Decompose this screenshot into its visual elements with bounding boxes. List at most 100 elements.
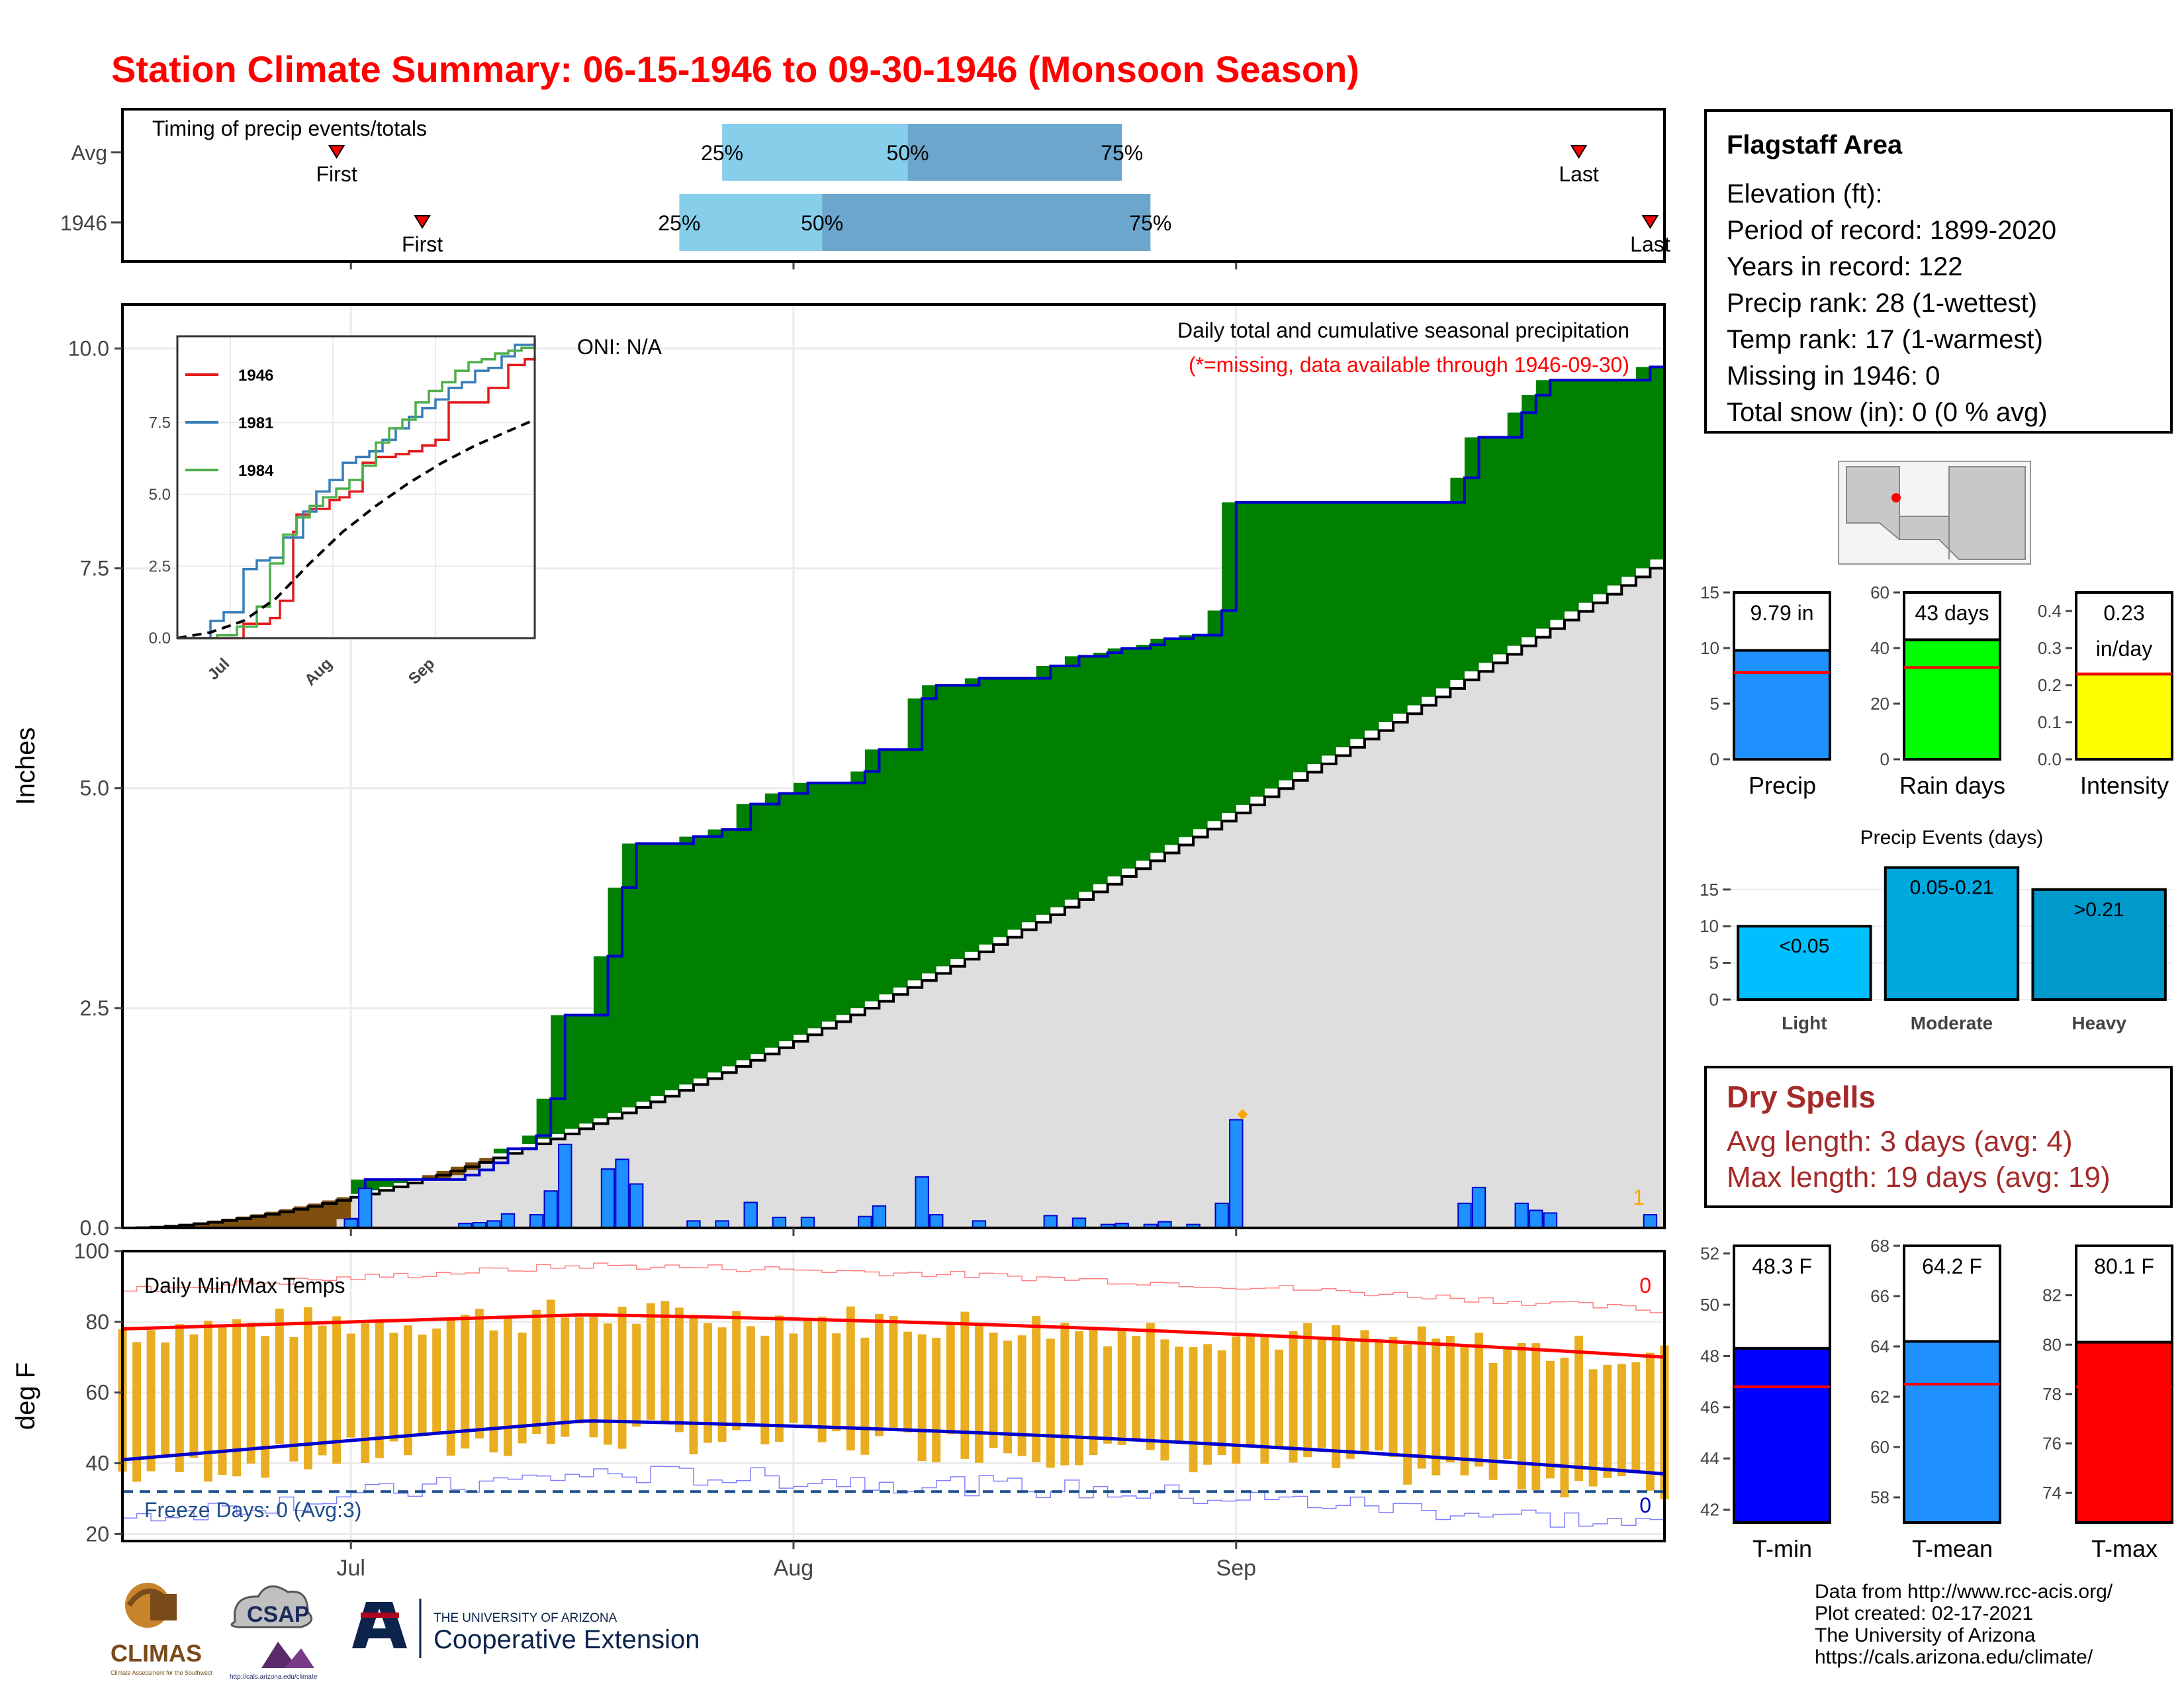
daily-temp-bar [946, 1322, 955, 1434]
intensity_bar-y-tick-label: 0.2 [2038, 675, 2062, 695]
daily-precip-bar [600, 1168, 615, 1229]
tmin_bar-y-tick-label: 44 [1700, 1448, 1719, 1468]
daily-temp-bar [860, 1337, 870, 1455]
last-marker [1641, 215, 1659, 229]
avg-tmin-line [122, 1419, 1665, 1476]
tmax_bar-value-label: 80.1 F [2094, 1254, 2154, 1278]
daily-temp-bar [1275, 1349, 1283, 1448]
inset-series-avg [177, 418, 535, 639]
daily-temp-bar [1160, 1339, 1169, 1461]
daily-precip-bar [872, 1205, 887, 1229]
daily-precip-bar [800, 1217, 815, 1229]
daily-temp-bar [1046, 1338, 1055, 1468]
precip_bar-panel: 0 5 10 15 9.79 in Precip [1700, 583, 1831, 799]
csap-text: CSAP [247, 1602, 309, 1627]
tmax_bar-value-box [2075, 1244, 2173, 1344]
daily-temp-bar [1317, 1339, 1326, 1448]
daily-temp-bar [1003, 1340, 1013, 1454]
daily-precip-bar [558, 1143, 572, 1229]
daily-precip-bar [1643, 1214, 1658, 1229]
daily-temp-bar [1345, 1339, 1355, 1459]
credit-plot-created: Plot created: 02-17-2021 [1815, 1603, 2034, 1624]
daily-precip-bar [1071, 1217, 1087, 1229]
avg-tmax-line [122, 1313, 1665, 1359]
daily-temp-bar [732, 1311, 741, 1430]
daily-temp-bar [1017, 1335, 1026, 1456]
daily-temp-bar [1488, 1362, 1498, 1480]
daily-temp-bar [889, 1316, 898, 1431]
first-marker-label: First [402, 232, 443, 256]
events-bar-label: 0.05-0.21 [1910, 877, 1994, 899]
raindays_bar-y-tick-label: 60 [1870, 583, 1889, 602]
daily-precip-bar [543, 1190, 558, 1229]
raindays_bar-value-box [1903, 591, 2001, 641]
daily-temp-bar [1503, 1348, 1512, 1460]
daily-temp-bar [746, 1326, 755, 1423]
inset-y-tick-label: 5.0 [149, 486, 171, 504]
daily-precip-bar [915, 1176, 929, 1229]
daily-temp-bar [1146, 1323, 1155, 1450]
daily-temp-bar [318, 1325, 327, 1456]
temp-y-axis-label: deg F [11, 1362, 40, 1430]
events-y-tick-label: 15 [1700, 880, 1719, 900]
daily-temp-bar [774, 1315, 784, 1442]
temp-chart-title: Daily Min/Max Temps [144, 1274, 345, 1297]
csap-url: http://cals.arizona.edu/climate [230, 1673, 318, 1681]
daily-temp-bar [846, 1306, 855, 1451]
daily-temp-bar [960, 1311, 970, 1459]
record-high-count: 0 [1639, 1274, 1651, 1297]
logo-strip: CLIMAS Climate Assessment for the Southw… [111, 1583, 700, 1681]
timing-row-label: 1946 [60, 211, 107, 235]
intensity_bar-panel: 0.0 0.1 0.2 0.3 0.4 0.23 in/day Intensity [2038, 591, 2173, 799]
daily-temp-bar [332, 1316, 341, 1464]
daily-temp-bar [489, 1330, 498, 1453]
timing-percent-label: 50% [887, 141, 929, 165]
daily-temp-bar [1574, 1335, 1584, 1481]
daily-temp-bar [874, 1313, 884, 1436]
record-low-count: 0 [1639, 1493, 1651, 1517]
daily-temp-bar [660, 1301, 670, 1425]
daily-temp-bar [803, 1321, 813, 1428]
events-y-tick-label: 0 [1709, 990, 1719, 1009]
daily-temp-bar [717, 1327, 727, 1442]
daily-temp-bar [704, 1323, 713, 1443]
daily-temp-bar [1445, 1336, 1455, 1463]
daily-temp-bar [1631, 1362, 1641, 1472]
intensity_bar-value-label-2: in/day [2096, 637, 2152, 661]
tmax_bar-bar [2075, 1340, 2173, 1524]
station-elevation: Elevation (ft): [1727, 179, 1883, 209]
daily-temp-bar [1103, 1346, 1113, 1444]
tmax_bar-y-tick-label: 78 [2042, 1384, 2062, 1404]
precip-y-tick-label: 0.0 [80, 1216, 109, 1240]
intensity_bar-y-tick-label: 0.0 [2038, 749, 2062, 769]
daily-temp-bars [118, 1299, 1669, 1500]
raindays_bar-bar [1903, 638, 2001, 761]
tmin_bar-y-tick-label: 48 [1700, 1346, 1719, 1366]
station-period: Period of record: 1899-2020 [1727, 216, 2057, 245]
intensity_bar-bar [2075, 673, 2173, 761]
inset-legend-label: 1981 [238, 414, 273, 432]
timing-percent-label: 75% [1129, 211, 1171, 235]
precip-y-axis-label: Inches [11, 727, 40, 806]
raindays_bar-y-tick-label: 20 [1870, 694, 1889, 714]
daily-temp-bar [261, 1336, 270, 1478]
precip-y-tick-label: 7.5 [80, 557, 109, 581]
events-bar-moderate [1884, 866, 2020, 1001]
station-years: Years in record: 122 [1727, 252, 1963, 281]
daily-temp-bar [132, 1342, 142, 1482]
events-y-tick-label: 10 [1700, 916, 1719, 936]
tmean_bar-y-tick-label: 68 [1870, 1236, 1889, 1256]
tmax_bar-y-tick-label: 82 [2042, 1286, 2062, 1305]
daily-temp-bar [632, 1323, 641, 1427]
dry-spells-box: Dry Spells Avg length: 3 days (avg: 4) M… [1704, 1066, 2173, 1208]
daily-temp-bar [289, 1336, 298, 1462]
daily-temp-bar [917, 1334, 927, 1462]
timing-row-label: Avg [71, 141, 107, 165]
oni-annotation: ONI: N/A [577, 335, 662, 359]
temp-y-tick-label: 20 [85, 1522, 109, 1546]
daily-temp-bar [1217, 1350, 1226, 1456]
daily-temp-bar [1603, 1364, 1612, 1478]
avg-cumulative-line [122, 559, 1666, 1229]
tmean_bar-panel: 58 60 62 64 66 68 64.2 F T-mean [1870, 1236, 2001, 1562]
